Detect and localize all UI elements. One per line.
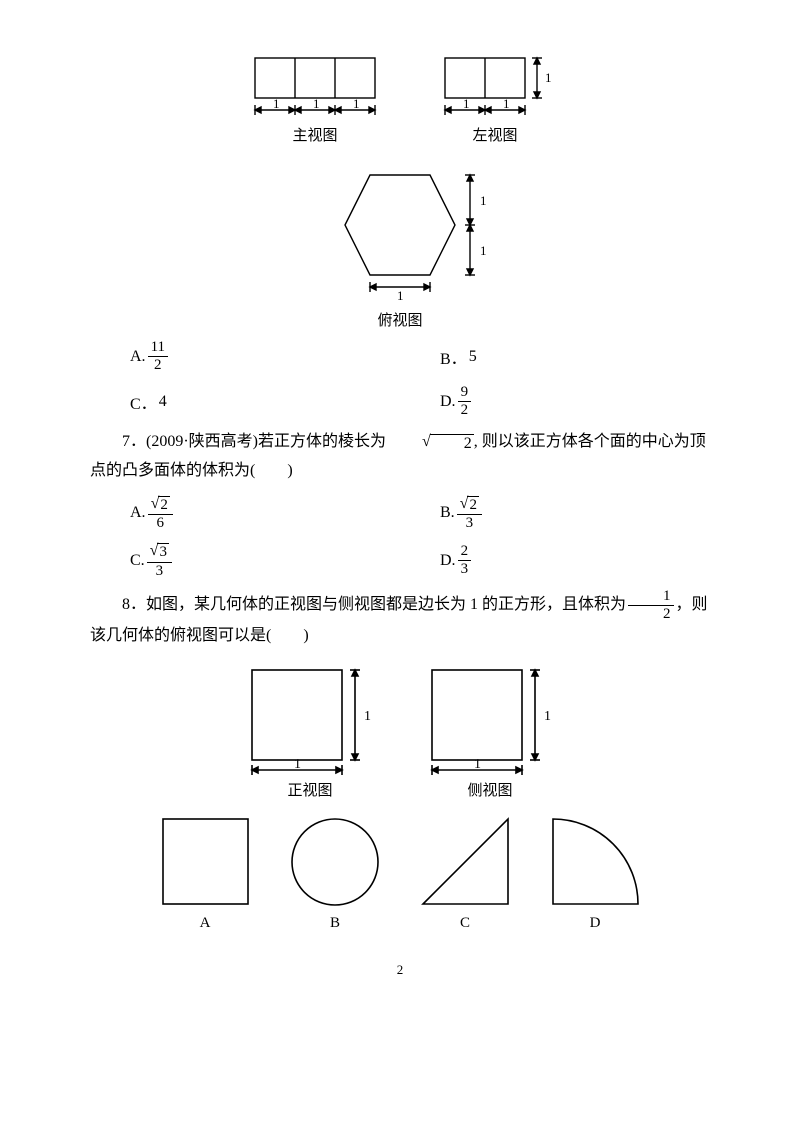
top-view-svg: 1 1 1 (290, 155, 510, 305)
q8-views: 1 1 正视图 1 (90, 660, 710, 932)
q8-answer-b: B (285, 814, 385, 932)
q8-front-view: 1 1 正视图 (240, 660, 380, 800)
svg-text:1: 1 (364, 709, 371, 724)
q7-option-b: B. √23 (440, 496, 710, 532)
q7-option-a: A. √26 (130, 496, 400, 532)
top-view: 1 1 1 俯视图 (90, 155, 710, 330)
left-view-svg: 1 1 1 (430, 50, 560, 120)
q6-options: A. 112 B．5 C．4 D. 92 (130, 340, 710, 418)
q8-answer-options: A B C D (90, 814, 710, 932)
q6-option-c: C．4 (130, 385, 400, 418)
left-view-label: 左视图 (472, 124, 517, 145)
left-view: 1 1 1 左视图 (430, 50, 560, 145)
q7-options: A. √26 B. √23 C. √33 D. 23 (130, 496, 710, 579)
svg-text:1: 1 (545, 70, 552, 85)
front-view: 1 1 1 主视图 (240, 50, 390, 145)
q8-side-view: 1 1 侧视图 (420, 660, 560, 800)
svg-text:1: 1 (544, 709, 551, 724)
svg-text:1: 1 (480, 193, 487, 208)
q8-side-label: 侧视图 (467, 779, 512, 800)
q7-option-c: C. √33 (130, 543, 400, 579)
dim-1: 1 (273, 96, 280, 111)
svg-text:1: 1 (397, 288, 404, 303)
q8-front-svg: 1 1 (240, 660, 380, 775)
q6-option-b: B．5 (440, 340, 710, 373)
top-row: 1 1 1 主视图 (90, 50, 710, 145)
svg-text:1: 1 (480, 243, 487, 258)
q8-text: 8．如图，某几何体的正视图与侧视图都是边长为 1 的正方形，且体积为12，则该几… (90, 589, 710, 651)
q6-option-a: A. 112 (130, 340, 400, 373)
q8-side-svg: 1 1 (420, 660, 560, 775)
svg-text:1: 1 (503, 96, 510, 111)
top-view-label: 俯视图 (377, 309, 422, 330)
q8-front-label: 正视图 (287, 779, 332, 800)
svg-text:1: 1 (294, 757, 301, 772)
front-view-svg: 1 1 1 (240, 50, 390, 120)
q8-answer-a: A (155, 814, 255, 932)
dim-1: 1 (313, 96, 320, 111)
svg-text:1: 1 (463, 96, 470, 111)
q8-answer-d: D (545, 814, 645, 932)
svg-text:1: 1 (474, 757, 481, 772)
q8-answer-c: C (415, 814, 515, 932)
dim-1: 1 (353, 96, 360, 111)
front-view-label: 主视图 (292, 124, 337, 145)
page-number: 2 (90, 962, 710, 978)
q6-option-d: D. 92 (440, 385, 710, 418)
q7-option-d: D. 23 (440, 543, 710, 579)
q6-figure: 1 1 1 主视图 (90, 50, 710, 330)
q7-text: 7．(2009·陕西高考)若正方体的棱长为 √2, 则以该正方体各个面的中心为顶… (90, 428, 710, 486)
